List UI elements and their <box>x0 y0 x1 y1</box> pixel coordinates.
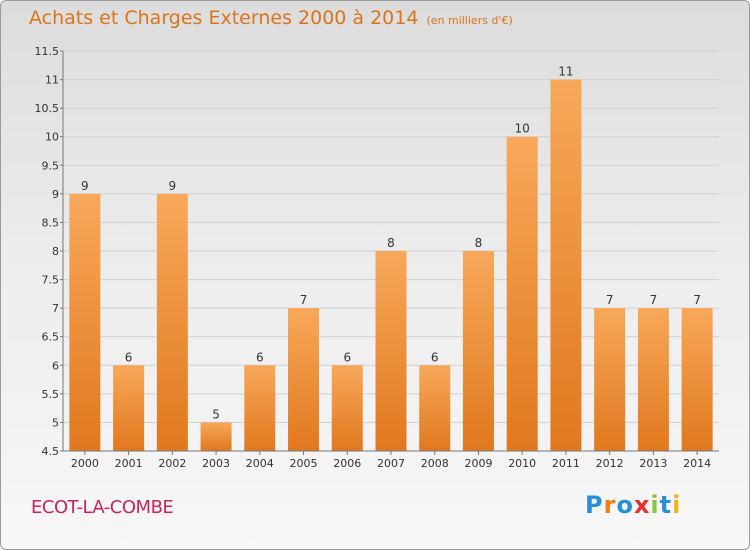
bar-value-label: 6 <box>343 350 351 364</box>
bar-value-label: 7 <box>650 293 658 307</box>
bar-value-label: 8 <box>387 236 395 250</box>
y-tick-label: 8 <box>52 245 59 258</box>
bar-value-label: 7 <box>300 293 308 307</box>
y-tick-label: 8.5 <box>42 216 60 229</box>
bar-2010 <box>506 136 538 451</box>
bar-value-label: 10 <box>515 122 530 136</box>
bar-value-label: 6 <box>256 350 264 364</box>
x-tick-label: 2005 <box>290 457 318 470</box>
bar-value-label: 8 <box>475 236 483 250</box>
y-tick-label: 9 <box>52 188 59 201</box>
bars: 9 6 9 5 6 7 6 8 6 8 10 11 7 7 7 <box>69 65 713 452</box>
x-tick-label: 2007 <box>377 457 405 470</box>
bar-2002 <box>156 193 188 451</box>
commune-name: ECOT-LA-COMBE <box>31 497 174 518</box>
x-tick-label: 2002 <box>158 457 186 470</box>
chart-title: Achats et Charges Externes 2000 à 2014 (e… <box>29 7 513 29</box>
bar-value-label: 7 <box>606 293 614 307</box>
bar-2006 <box>331 365 363 451</box>
bar-2012 <box>594 308 626 451</box>
y-tick-label: 6.5 <box>42 331 60 344</box>
bar-value-label: 6 <box>431 350 439 364</box>
y-tick-label: 5.5 <box>42 388 60 401</box>
bar-value-label: 9 <box>169 179 177 193</box>
x-tick-label: 2011 <box>552 457 580 470</box>
y-tick-label: 7.5 <box>42 274 60 287</box>
bar-2013 <box>637 308 669 451</box>
y-tick-label: 7 <box>52 302 59 315</box>
y-axis: 4.5 5 5.5 6 6.5 7 7.5 8 8.5 9 9.5 10 10.5 11 11.5 <box>35 45 64 458</box>
y-tick-label: 10.5 <box>35 102 60 115</box>
x-tick-label: 2008 <box>421 457 449 470</box>
bar-2001 <box>113 365 145 451</box>
x-tick-label: 2010 <box>508 457 536 470</box>
y-tick-label: 11 <box>45 74 59 87</box>
y-tick-label: 11.5 <box>35 45 60 58</box>
y-tick-label: 4.5 <box>42 445 60 458</box>
bar-2008 <box>419 365 451 451</box>
y-tick-label: 5 <box>52 416 59 429</box>
x-tick-label: 2013 <box>639 457 667 470</box>
bar-2000 <box>69 193 101 451</box>
title-text: Achats et Charges Externes 2000 à 2014 <box>29 7 419 29</box>
x-tick-label: 2006 <box>333 457 361 470</box>
x-tick-label: 2001 <box>115 457 143 470</box>
bar-2009 <box>462 251 494 451</box>
proxiti-logo: Proxiti <box>585 491 682 519</box>
bar-2014 <box>681 308 713 451</box>
y-tick-label: 10 <box>45 131 59 144</box>
bar-value-label: 9 <box>81 179 89 193</box>
x-tick-label: 2003 <box>202 457 230 470</box>
x-tick-label: 2012 <box>596 457 624 470</box>
y-tick-label: 9.5 <box>42 159 60 172</box>
chart-subtitle: (en milliers d'€) <box>426 14 513 27</box>
bar-value-label: 5 <box>212 407 220 421</box>
bar-2004 <box>244 365 276 451</box>
x-axis: 2000 2001 2002 2003 2004 2005 2006 2007 2008 2009… <box>63 450 719 470</box>
bar-2003 <box>200 422 232 451</box>
bar-value-label: 11 <box>558 65 573 79</box>
bar-value-label: 6 <box>125 350 133 364</box>
x-tick-label: 2004 <box>246 457 274 470</box>
bar-2007 <box>375 251 407 451</box>
x-tick-label: 2009 <box>464 457 492 470</box>
bar-2005 <box>288 308 320 451</box>
x-tick-label: 2014 <box>683 457 711 470</box>
x-tick-label: 2000 <box>71 457 99 470</box>
y-tick-label: 6 <box>52 359 59 372</box>
bar-2011 <box>550 79 582 452</box>
bar-value-label: 7 <box>693 293 701 307</box>
